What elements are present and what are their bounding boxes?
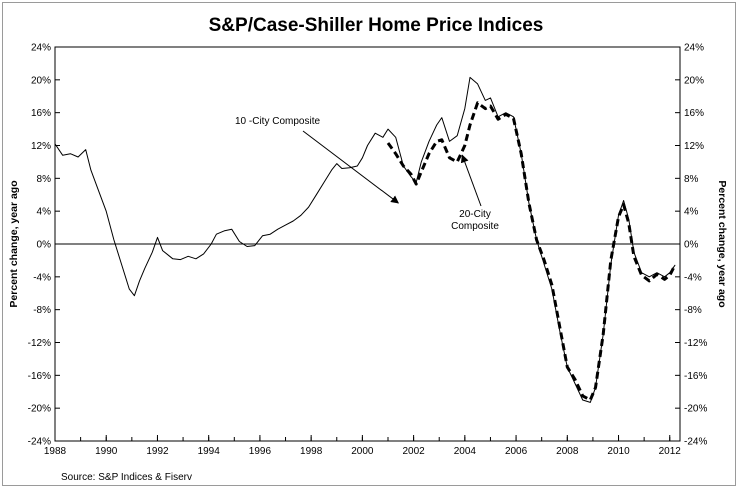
annotation-20-city: 20-City Composite (451, 154, 499, 232)
y-tick-label-right: -8% (684, 305, 702, 316)
annotation-10-city-arrow (302, 130, 400, 204)
x-tick-label: 1990 (95, 446, 118, 457)
y-tick-label-left: -8% (33, 305, 51, 316)
y-tick-label-right: -20% (684, 404, 707, 415)
y-tick-label-right: 24% (684, 43, 704, 54)
y-tick-label-right: 12% (684, 141, 704, 152)
y-tick-label-left: 0% (37, 240, 52, 251)
y-tick-label-right: 20% (684, 75, 704, 86)
source-note: Source: S&P Indices & Fiserv (61, 472, 192, 483)
y-tick-label-left: 16% (31, 108, 51, 119)
y-tick-label-left: 4% (37, 207, 52, 218)
y-tick-label-left: -4% (33, 272, 51, 283)
y-ticks-left: 24% 20% 16% 12% 8% 4% 0% -4% -8% -12% -16% -20% -24% (28, 43, 60, 448)
y-tick-label-right: 0% (684, 240, 699, 251)
y-tick-label-right: 16% (684, 108, 704, 119)
x-tick-label: 2006 (505, 446, 528, 457)
y-tick-label-left: 24% (31, 43, 51, 54)
annotation-20-city-arrow (460, 154, 482, 207)
y-tick-label-right: 8% (684, 174, 699, 185)
y-tick-label-right: 4% (684, 207, 699, 218)
annotation-10-city-label: 10 -City Composite (235, 116, 320, 127)
y-tick-label-right: -12% (684, 338, 707, 349)
y-tick-label-left: -12% (28, 338, 51, 349)
annotation-10-city: 10 -City Composite (235, 116, 400, 204)
series-layer (54, 76, 677, 403)
y-tick-label-left: -16% (28, 371, 51, 382)
chart-frame: S&P/Case-Shiller Home Price Indices 24% 2… (2, 2, 736, 486)
x-tick-label: 1992 (146, 446, 169, 457)
y-tick-label-left: 20% (31, 75, 51, 86)
y-axis-title-left: Percent change, year ago (8, 180, 20, 307)
x-tick-label: 2010 (607, 446, 630, 457)
y-tick-label-left: 8% (37, 174, 52, 185)
y-tick-label-right: -24% (684, 437, 707, 448)
x-tick-label: 2008 (556, 446, 579, 457)
annotation-20-city-label-line1: 20-City (459, 209, 491, 220)
x-tick-label: 1996 (249, 446, 272, 457)
y-ticks-right: 24% 20% 16% 12% 8% 4% 0% -4% -8% -12% -16% -20% -24% (675, 43, 707, 448)
x-ticks: 1988 1990 1992 1994 1996 1998 2000 2002 2004 2006… (44, 435, 681, 457)
y-tick-label-right: -4% (684, 272, 702, 283)
x-tick-label: 1988 (44, 446, 67, 457)
y-tick-label-right: -16% (684, 371, 707, 382)
x-tick-label: 1994 (198, 446, 221, 457)
x-tick-label: 2002 (402, 446, 425, 457)
series-line-20-city-composite (386, 101, 677, 402)
x-tick-label: 2004 (454, 446, 477, 457)
y-tick-label-left: -20% (28, 404, 51, 415)
y-axis-title-right: Percent change, year ago (716, 180, 728, 307)
x-tick-label: 1998 (300, 446, 323, 457)
chart-svg: S&P/Case-Shiller Home Price Indices 24%2… (8, 15, 728, 483)
x-tick-label: 2012 (659, 446, 682, 457)
series-line-10-city-composite (54, 76, 676, 403)
y-tick-label-left: -24% (28, 437, 51, 448)
chart-title: S&P/Case-Shiller Home Price Indices (209, 15, 544, 36)
y-tick-label-left: 12% (31, 141, 51, 152)
annotation-20-city-label-line2: Composite (451, 221, 499, 232)
x-tick-label: 2000 (351, 446, 374, 457)
